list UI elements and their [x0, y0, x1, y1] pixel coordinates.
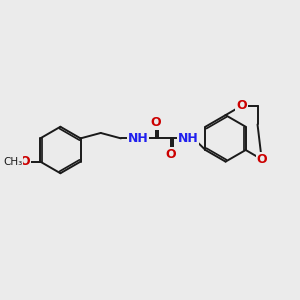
Text: NH: NH	[178, 132, 199, 145]
Text: NH: NH	[128, 132, 148, 145]
Text: O: O	[236, 99, 247, 112]
Text: O: O	[256, 153, 267, 166]
Text: CH₃: CH₃	[3, 157, 22, 166]
Text: O: O	[20, 155, 31, 168]
Text: O: O	[166, 148, 176, 161]
Text: O: O	[151, 116, 161, 129]
